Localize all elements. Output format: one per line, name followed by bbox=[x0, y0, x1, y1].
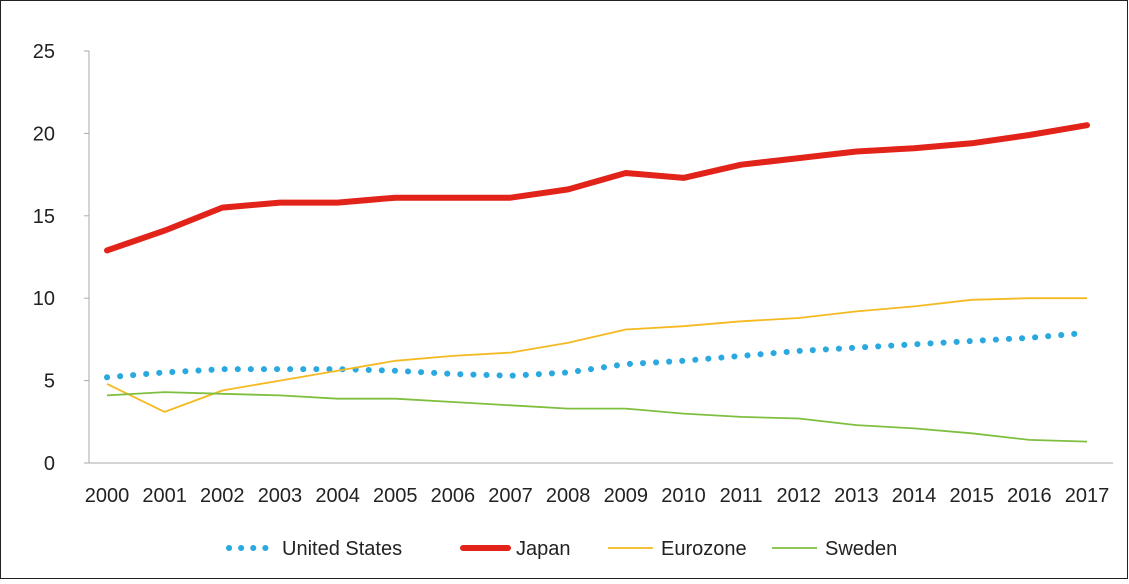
y-tick-label: 0 bbox=[44, 453, 55, 475]
x-tick-label: 2011 bbox=[720, 485, 763, 507]
x-tick-label: 2009 bbox=[604, 485, 649, 507]
x-tick-label: 2015 bbox=[949, 485, 994, 507]
series-line-united-states bbox=[104, 329, 1090, 381]
x-tick-label: 2003 bbox=[258, 485, 303, 507]
series-line-sweden bbox=[106, 391, 1088, 443]
legend: United States Japan Eurozone Sweden bbox=[226, 538, 897, 560]
x-tick-label: 2013 bbox=[834, 485, 879, 507]
axes: 0 5 10 15 20 25 2000 2001 2002 2003 2004 2005 2006 20… bbox=[33, 41, 1113, 507]
x-tick-label: 2006 bbox=[431, 485, 476, 507]
x-tick-label: 2016 bbox=[1007, 485, 1052, 507]
legend-label: Japan bbox=[516, 538, 571, 560]
x-tick-label: 2005 bbox=[373, 485, 418, 507]
y-tick-label: 20 bbox=[33, 123, 55, 145]
series-line-japan bbox=[104, 122, 1090, 254]
legend-label: Eurozone bbox=[661, 538, 747, 560]
series-line-eurozone bbox=[106, 297, 1087, 413]
series-lines bbox=[104, 122, 1090, 443]
x-tick-label: 2017 bbox=[1065, 485, 1110, 507]
x-tick-label: 2014 bbox=[892, 485, 937, 507]
y-tick-label: 15 bbox=[33, 206, 55, 228]
y-tick-label: 10 bbox=[33, 288, 55, 310]
x-tick-label: 2010 bbox=[661, 485, 706, 507]
y-tick-label: 5 bbox=[44, 371, 55, 393]
x-tick-label: 2004 bbox=[315, 485, 360, 507]
x-tick-label: 2012 bbox=[777, 485, 822, 507]
y-tick-label: 25 bbox=[33, 41, 55, 63]
legend-label: United States bbox=[282, 538, 402, 560]
legend-label: Sweden bbox=[825, 538, 897, 560]
x-tick-label: 2000 bbox=[85, 485, 130, 507]
x-tick-label: 2002 bbox=[200, 485, 245, 507]
x-tick-label: 2001 bbox=[142, 485, 187, 507]
x-tick-label: 2007 bbox=[488, 485, 533, 507]
x-tick-label: 2008 bbox=[546, 485, 591, 507]
